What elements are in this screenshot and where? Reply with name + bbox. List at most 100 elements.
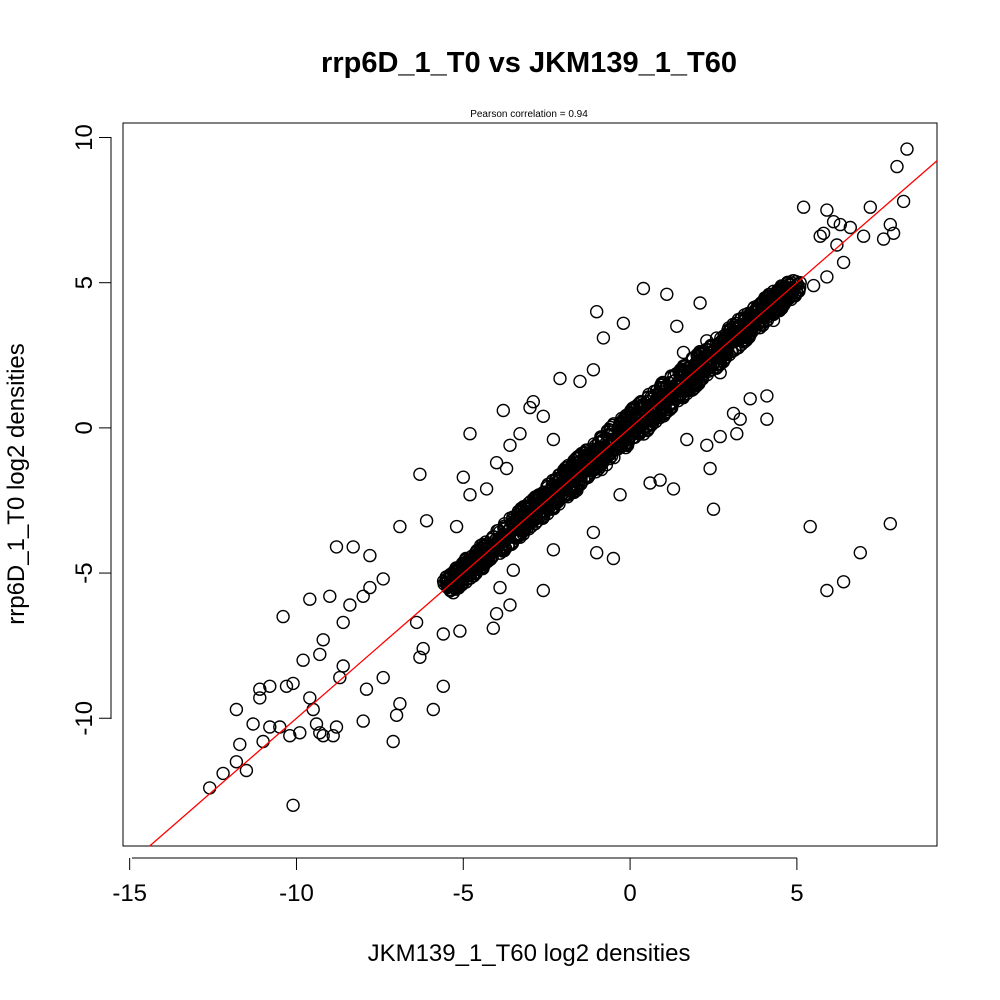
data-point — [536, 409, 550, 423]
data-point-core — [446, 586, 460, 600]
data-point-core — [655, 376, 669, 390]
data-point — [843, 220, 857, 235]
data-point — [616, 316, 631, 330]
data-point-core — [493, 525, 507, 539]
data-point — [263, 679, 277, 693]
data-point — [346, 540, 360, 554]
data-point — [713, 429, 727, 444]
data-point — [329, 720, 344, 734]
x-tick-label: -5 — [453, 880, 474, 907]
data-point — [733, 412, 747, 426]
data-point-core — [774, 279, 789, 293]
data-point-core — [581, 443, 595, 457]
data-point — [333, 670, 347, 685]
data-point — [283, 729, 297, 743]
data-point — [329, 540, 344, 554]
data-point-core — [582, 468, 596, 483]
data-point — [816, 226, 831, 241]
data-point — [216, 766, 230, 781]
data-point — [546, 543, 561, 557]
data-point — [323, 589, 337, 603]
data-point — [796, 200, 811, 214]
data-point-core — [578, 450, 592, 464]
y-tick-label: -5 — [71, 562, 98, 583]
data-point — [356, 714, 370, 728]
data-point — [409, 615, 424, 630]
data-point-core — [698, 346, 712, 360]
data-point — [309, 717, 324, 731]
data-point-core — [552, 480, 566, 494]
data-point — [479, 482, 494, 496]
data-point-core — [619, 440, 633, 455]
data-point-core — [772, 282, 786, 296]
data-point-core — [641, 422, 655, 436]
chart-title: rrp6D_1_T0 vs JKM139_1_T60 — [321, 47, 737, 79]
data-point — [449, 519, 464, 534]
data-point-core — [692, 347, 707, 361]
data-point — [413, 467, 427, 481]
data-point-core — [475, 548, 489, 562]
data-point-core — [726, 317, 740, 332]
data-point — [596, 331, 611, 345]
data-point — [900, 142, 914, 156]
data-point-core — [564, 463, 578, 477]
data-point — [419, 514, 434, 528]
data-point — [393, 697, 407, 711]
data-point — [830, 238, 844, 252]
data-point — [643, 476, 657, 490]
data-point-core — [477, 540, 492, 554]
data-point-core — [459, 572, 473, 587]
y-axis-label: rrp6D_1_T0 log2 densities — [3, 343, 30, 625]
data-point — [833, 217, 847, 232]
data-point — [680, 432, 694, 447]
data-point — [553, 371, 567, 386]
data-point — [413, 650, 427, 664]
data-point — [693, 296, 707, 310]
data-point-core — [786, 282, 800, 297]
x-tick-label: -15 — [112, 880, 147, 907]
data-point-core — [778, 295, 793, 309]
data-point — [456, 470, 470, 484]
data-point — [806, 278, 821, 293]
data-point — [496, 403, 510, 418]
data-point-core — [737, 312, 751, 327]
fit-line — [149, 160, 938, 847]
data-point — [489, 607, 504, 621]
data-point — [820, 583, 834, 598]
data-point — [590, 305, 604, 319]
x-tick-label: 0 — [623, 880, 636, 907]
data-point-core — [677, 365, 691, 379]
data-point — [499, 461, 514, 476]
data-point-core — [455, 576, 469, 590]
y-tick-label: 10 — [71, 124, 98, 151]
data-point — [573, 374, 587, 389]
y-tick-label: 0 — [71, 421, 98, 434]
data-point — [336, 659, 350, 673]
data-point — [613, 488, 627, 502]
data-point — [700, 438, 714, 452]
data-point — [303, 592, 317, 606]
data-point — [503, 438, 517, 452]
data-point — [389, 708, 404, 722]
x-axis-ticks: -15 -10 -5 0 5 — [112, 858, 804, 907]
data-point — [463, 488, 477, 502]
data-point-core — [596, 455, 610, 470]
data-point — [363, 580, 377, 595]
data-point — [313, 647, 327, 662]
data-point-core — [544, 502, 558, 516]
data-point — [229, 702, 244, 717]
data-point-core — [716, 341, 730, 355]
data-point — [416, 641, 430, 656]
data-point — [253, 691, 267, 705]
x-tick-label: 5 — [790, 880, 803, 907]
data-point — [760, 412, 774, 426]
data-point-core — [642, 387, 656, 402]
data-point-core — [754, 305, 768, 319]
data-point — [286, 798, 300, 812]
data-points — [202, 142, 914, 812]
data-point — [896, 194, 911, 209]
data-point — [523, 400, 537, 415]
data-point — [356, 589, 370, 603]
data-point-core — [792, 282, 806, 297]
